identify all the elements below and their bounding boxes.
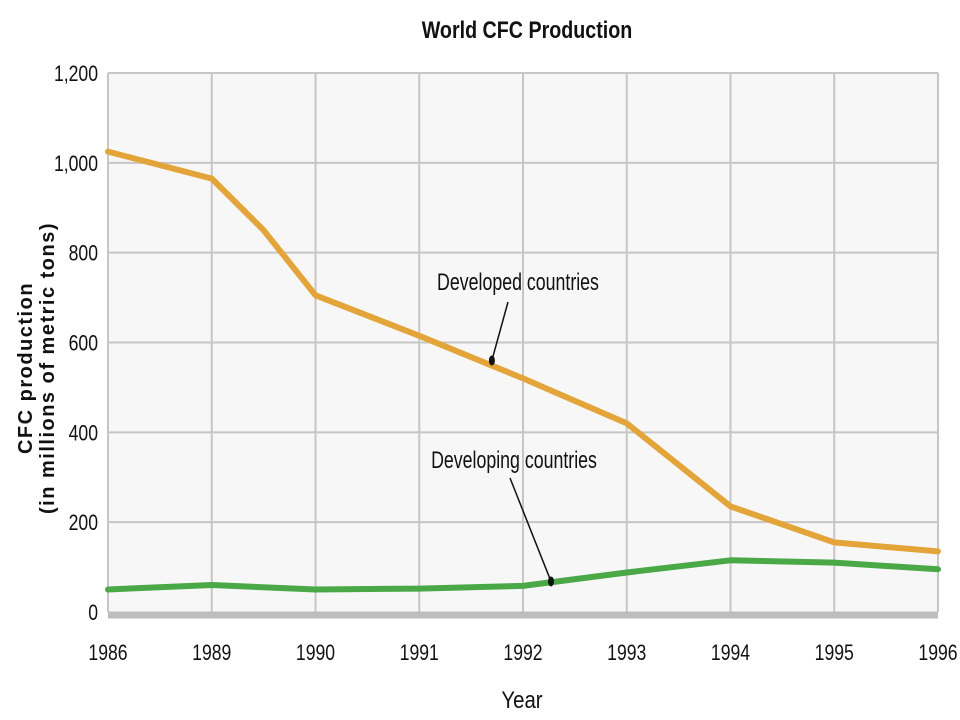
x-tick-label: 1992: [503, 641, 542, 665]
x-tick-labels: 1986 1989 1990 1991 1992 1993 1994 1995 1996: [88, 641, 957, 665]
x-tick-label: 1993: [607, 641, 646, 665]
y-tick-label: 200: [69, 511, 98, 535]
annotation-leader: [509, 477, 552, 582]
annotation-label: Developing countries: [431, 448, 597, 474]
annotation-label: Developed countries: [437, 270, 599, 296]
y-tick-label: 1,000: [54, 152, 98, 176]
annotation-leader: [491, 301, 509, 361]
y-tick-label: 400: [69, 422, 98, 446]
x-tick-label: 1995: [815, 641, 854, 665]
chart-title: World CFC Production: [422, 16, 633, 43]
x-axis-label: Year: [501, 686, 543, 713]
x-tick-label: 1986: [88, 641, 127, 665]
annotations: Developed countries Developing countries: [431, 270, 599, 587]
y-axis-label: CFC production (in millions of metric to…: [15, 222, 59, 514]
x-tick-label: 1991: [400, 641, 439, 665]
y-tick-label: 1,200: [54, 62, 98, 86]
x-tick-label: 1996: [918, 641, 957, 665]
y-axis-label-line1: CFC production: [15, 282, 37, 454]
x-tick-label: 1994: [711, 641, 750, 665]
series-line-0: [105, 148, 941, 555]
grid: [107, 72, 939, 619]
x-tick-label: 1990: [296, 641, 335, 665]
annotation-marker: [548, 576, 555, 587]
y-tick-label: 800: [69, 242, 98, 266]
y-axis-label-line2: (in millions of metric tons): [37, 222, 59, 514]
x-tick-label: 1989: [192, 641, 231, 665]
series-lines: [105, 148, 941, 593]
annotation-marker: [488, 355, 495, 366]
y-tick-label: 600: [69, 332, 98, 356]
y-tick-label: 0: [88, 601, 98, 625]
y-tick-labels: 0 200 400 600 800 1,000 1,200: [54, 62, 98, 625]
